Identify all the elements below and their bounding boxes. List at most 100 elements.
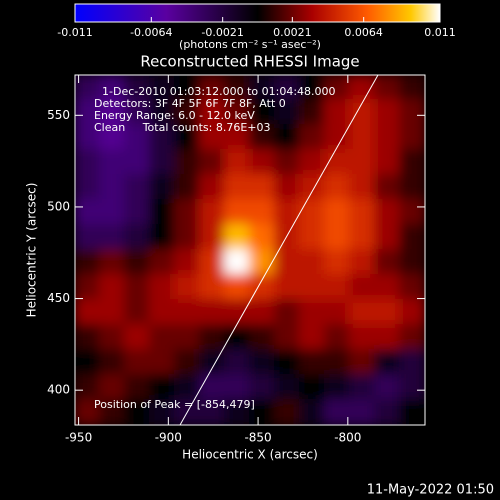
heat-cell (149, 124, 176, 151)
x-tick-label: -800 (334, 431, 361, 445)
y-tick-label: 450 (47, 291, 70, 305)
heat-cell (99, 99, 126, 126)
heat-cell (99, 274, 126, 301)
heat-cell (249, 174, 276, 201)
heat-cell (224, 274, 251, 301)
heat-cell (299, 174, 326, 201)
heat-cell (149, 324, 176, 351)
heat-cell (299, 149, 326, 176)
heat-cell (274, 174, 301, 201)
heat-cell (249, 124, 276, 151)
heat-cell (199, 224, 226, 251)
heat-cell (324, 249, 351, 276)
heat-cell (99, 374, 126, 401)
heat-cell (174, 299, 201, 326)
heat-cell (75, 324, 101, 351)
heat-cell (324, 75, 351, 101)
colorbar-tick-label: -0.011 (57, 26, 92, 39)
heat-cell (349, 199, 376, 226)
heat-cell (374, 324, 401, 351)
colorbar-tick-label: 0.011 (424, 26, 456, 39)
heat-cell (349, 149, 376, 176)
heat-cell (124, 75, 151, 101)
heat-cell (349, 324, 376, 351)
heat-cell (249, 149, 276, 176)
heat-cell (99, 224, 126, 251)
heat-cell (75, 374, 101, 401)
heatmap (75, 75, 425, 425)
heat-cell (249, 199, 276, 226)
heat-cell (199, 75, 226, 101)
heat-cell (349, 274, 376, 301)
heat-cell (124, 274, 151, 301)
heat-cell (399, 299, 425, 326)
heat-cell (75, 399, 101, 425)
annotation: Energy Range: 6.0 - 12.0 keV (94, 109, 255, 122)
timestamp: 11-May-2022 01:50 (367, 483, 494, 498)
heat-cell (199, 99, 226, 126)
colorbar (74, 3, 441, 23)
heat-cell (399, 399, 425, 425)
heat-cell (174, 324, 201, 351)
heat-cell (124, 299, 151, 326)
heat-cell (349, 99, 376, 126)
heat-cell (199, 374, 226, 401)
heat-cell (299, 399, 326, 425)
heat-cell (324, 374, 351, 401)
heat-cell (299, 99, 326, 126)
heat-cell (174, 349, 201, 376)
heat-cell (99, 249, 126, 276)
heat-cell (349, 75, 376, 101)
colorbar-label: (photons cm⁻² s⁻¹ asec⁻²) (179, 38, 321, 51)
heat-cell (75, 299, 101, 326)
heat-cell (399, 224, 425, 251)
heat-cell (149, 249, 176, 276)
heat-cell (324, 99, 351, 126)
heat-cell (399, 274, 425, 301)
heat-cell (249, 299, 276, 326)
heat-cell (299, 199, 326, 226)
heat-cell (149, 149, 176, 176)
heat-cell (274, 324, 301, 351)
heat-cell (299, 324, 326, 351)
heat-cell (99, 324, 126, 351)
heat-cell (75, 124, 101, 151)
heat-cell (224, 224, 251, 251)
heat-cell (174, 149, 201, 176)
heat-cell (324, 199, 351, 226)
heat-cell (399, 374, 425, 401)
heat-cell (124, 174, 151, 201)
heat-cell (324, 224, 351, 251)
heat-cell (274, 399, 301, 425)
heat-cell (374, 299, 401, 326)
heat-cell (199, 349, 226, 376)
heat-cell (399, 99, 425, 126)
annotation: Clean Total counts: 8.76E+03 (94, 121, 271, 134)
heat-cell (199, 124, 226, 151)
heat-cell (249, 224, 276, 251)
heat-cell (324, 174, 351, 201)
heat-cell (374, 99, 401, 126)
heat-cell (124, 349, 151, 376)
heat-cell (99, 399, 126, 425)
heat-cell (249, 324, 276, 351)
solar-limb (179, 74, 379, 426)
heat-cell (199, 149, 226, 176)
heat-cell (224, 149, 251, 176)
heat-cell (274, 224, 301, 251)
heat-cell (374, 149, 401, 176)
heat-cell (199, 399, 226, 425)
heat-cell (374, 75, 401, 101)
heat-cell (199, 299, 226, 326)
heat-cell (374, 174, 401, 201)
x-axis-label: Heliocentric X (arcsec) (182, 448, 318, 462)
heat-cell (224, 199, 251, 226)
heat-cell (324, 274, 351, 301)
heat-cell (174, 174, 201, 201)
heat-cell (149, 174, 176, 201)
heat-cell (399, 149, 425, 176)
heat-cell (299, 374, 326, 401)
heat-cell (374, 249, 401, 276)
heat-cell (224, 174, 251, 201)
heat-cell (349, 349, 376, 376)
